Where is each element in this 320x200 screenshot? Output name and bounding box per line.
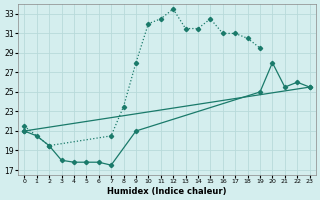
X-axis label: Humidex (Indice chaleur): Humidex (Indice chaleur) <box>107 187 227 196</box>
